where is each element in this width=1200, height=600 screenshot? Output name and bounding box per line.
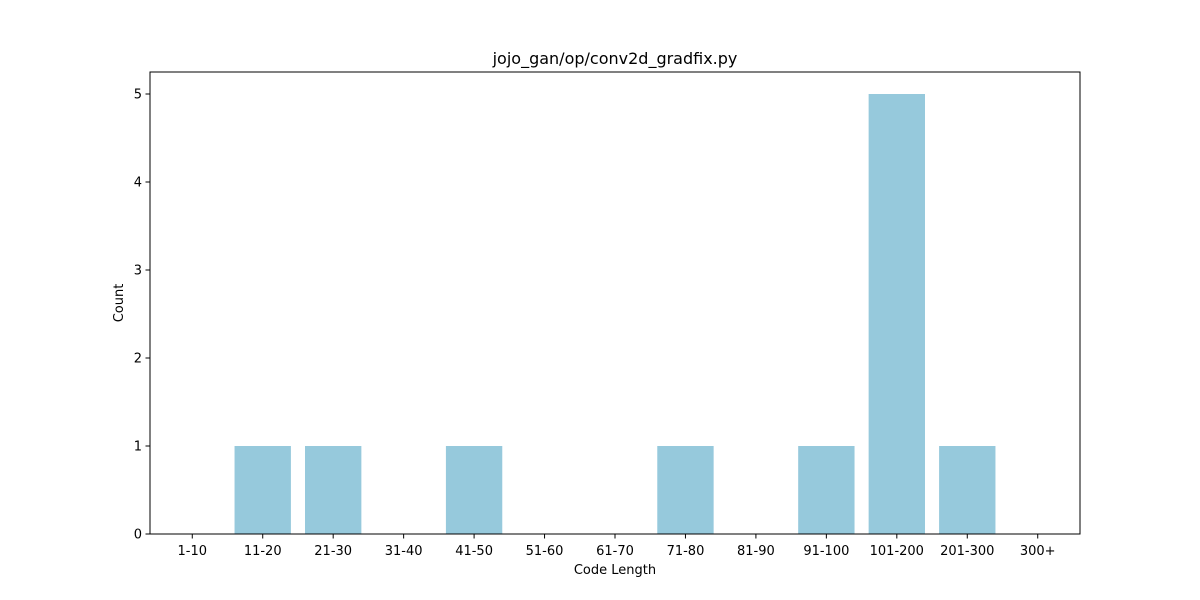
x-tick-label: 300+ <box>1020 544 1056 559</box>
x-tick-label: 21-30 <box>314 544 352 559</box>
bar-71-80 <box>657 446 714 534</box>
x-axis-title: Code Length <box>574 563 656 578</box>
x-tick-label: 41-50 <box>455 544 493 559</box>
x-tick-label: 51-60 <box>526 544 564 559</box>
x-tick-label: 61-70 <box>596 544 634 559</box>
bars-group <box>234 94 996 534</box>
y-tick-label: 1 <box>134 440 142 455</box>
y-axis: 0 1 2 3 4 5 <box>134 88 150 543</box>
chart-title: jojo_gan/op/conv2d_gradfix.py <box>492 49 738 69</box>
bar-101-200 <box>868 94 925 534</box>
bar-41-50 <box>445 446 503 534</box>
y-tick-label: 0 <box>134 528 142 543</box>
bar-11-20 <box>234 446 291 534</box>
bar-91-100 <box>798 446 855 534</box>
bar-21-30 <box>305 446 362 534</box>
bar-201-300 <box>939 446 996 534</box>
x-tick-label: 71-80 <box>667 544 705 559</box>
y-axis-title: Count <box>112 284 127 323</box>
x-tick-label: 1-10 <box>178 544 208 559</box>
x-tick-label: 81-90 <box>737 544 775 559</box>
x-axis: 1-10 11-20 21-30 31-40 41-50 51-60 61-70 71-80 8… <box>178 534 1056 559</box>
x-tick-label: 101-200 <box>870 544 924 559</box>
y-tick-label: 2 <box>134 352 142 367</box>
x-tick-label: 91-100 <box>803 544 849 559</box>
y-tick-label: 3 <box>134 264 142 279</box>
x-tick-label: 11-20 <box>244 544 282 559</box>
x-tick-label: 31-40 <box>385 544 423 559</box>
y-tick-label: 5 <box>134 88 142 103</box>
y-tick-label: 4 <box>134 176 142 191</box>
x-tick-label: 201-300 <box>940 544 994 559</box>
